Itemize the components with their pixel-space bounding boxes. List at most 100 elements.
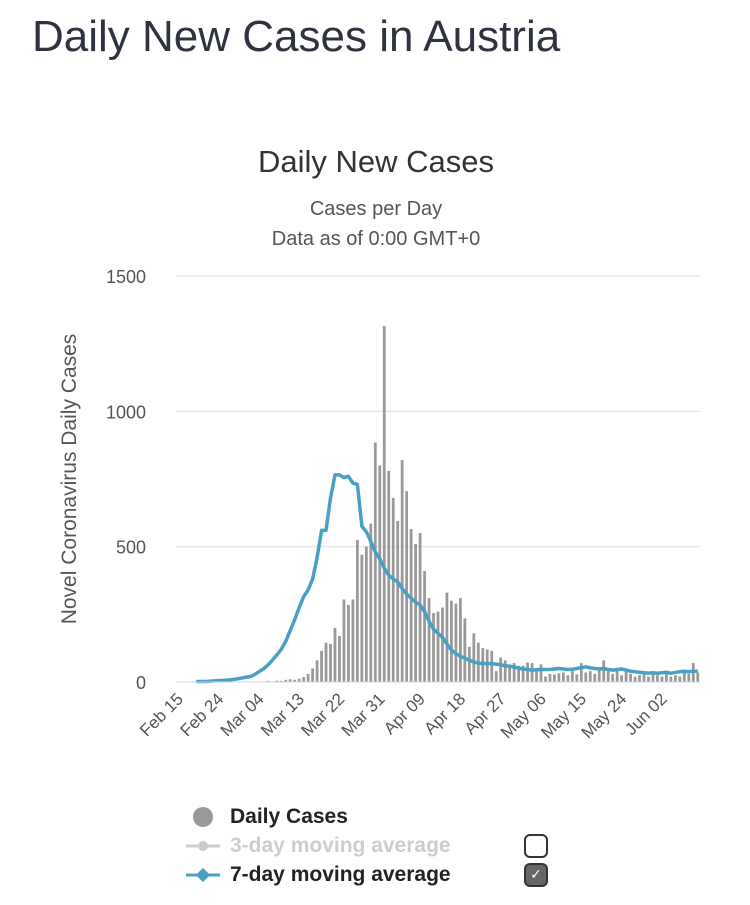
daily-cases-bar	[530, 663, 534, 682]
daily-cases-bar	[562, 672, 565, 682]
daily-cases-bar	[472, 633, 476, 682]
x-tick-label: Mar 13	[257, 689, 308, 740]
daily-cases-bar	[467, 646, 471, 682]
daily-cases-bar	[606, 671, 610, 682]
daily-cases-bar	[396, 520, 400, 682]
daily-cases-bar	[660, 676, 664, 682]
daily-cases-bar	[266, 680, 270, 682]
legend-item-daily-cases[interactable]: Daily Cases	[186, 802, 451, 831]
legend-symbol-7-day-average	[186, 865, 220, 885]
daily-cases-bar	[315, 660, 319, 682]
legend-label-daily-cases: Daily Cases	[230, 804, 348, 828]
legend-item-7-day-average[interactable]: 7-day moving average ✓	[186, 860, 548, 889]
daily-cases-bar	[570, 671, 574, 682]
daily-cases-bar	[651, 673, 655, 682]
page-title: Daily New Cases in Austria	[32, 12, 561, 61]
checkbox-7-day-average[interactable]: ✓	[524, 862, 548, 887]
daily-cases-bar	[575, 674, 579, 682]
daily-cases-bar	[553, 674, 556, 682]
daily-cases-bar	[584, 672, 588, 682]
daily-cases-bar	[369, 523, 373, 682]
daily-cases-bar	[378, 465, 382, 682]
daily-cases-bar	[288, 679, 292, 682]
daily-cases-bar	[311, 668, 314, 682]
daily-cases-bar	[508, 664, 512, 682]
y-tick-label: 0	[136, 673, 146, 693]
daily-cases-bar	[544, 676, 547, 682]
daily-cases-bar	[302, 677, 306, 682]
x-tick-label: Jun 02	[621, 689, 671, 739]
legend-symbol-3-day-average	[186, 836, 220, 856]
daily-cases-bar	[297, 678, 301, 682]
chart-title: Daily New Cases	[258, 144, 494, 179]
gridlines	[176, 275, 700, 548]
checkbox-3-day-average[interactable]	[524, 833, 548, 858]
x-tick-label: Mar 22	[297, 689, 348, 740]
daily-cases-bar	[414, 543, 417, 682]
daily-cases-bar	[638, 675, 641, 682]
chart-subtitle: Cases per Day	[310, 198, 442, 220]
daily-cases-bar	[539, 664, 543, 682]
daily-cases-bar	[338, 635, 341, 682]
daily-cases-bar	[279, 680, 283, 682]
x-tick-label: Apr 18	[420, 689, 469, 738]
daily-cases-bar	[275, 680, 279, 682]
daily-cases-bar	[450, 600, 453, 682]
daily-cases-bar	[682, 671, 686, 682]
daily-cases-bar	[615, 669, 619, 682]
seven-day-average-line	[196, 473, 698, 684]
daily-cases-bar	[687, 673, 691, 682]
daily-cases-bar	[669, 676, 673, 682]
daily-cases-bar	[405, 491, 409, 682]
daily-cases-bar	[324, 642, 328, 682]
x-tick-label: Mar 31	[338, 689, 389, 740]
legend-symbol-daily-cases	[186, 806, 220, 827]
daily-cases-bar	[673, 675, 677, 682]
daily-cases-bar	[665, 673, 668, 682]
daily-cases-bar	[588, 671, 592, 682]
daily-cases-bar	[521, 665, 525, 682]
daily-cases-bar	[512, 663, 516, 682]
legend-item-3-day-average[interactable]: 3-day moving average	[186, 831, 548, 860]
daily-cases-bar	[526, 662, 529, 682]
daily-cases-bar	[696, 672, 700, 682]
daily-cases-bar	[293, 679, 297, 682]
daily-cases-bar	[441, 607, 444, 682]
daily-cases-bar	[642, 672, 646, 682]
daily-cases-bar	[656, 675, 659, 682]
daily-cases-bar	[633, 676, 637, 682]
daily-cases-bar	[333, 627, 337, 682]
daily-cases-bar	[342, 599, 346, 682]
x-tick-label: Apr 09	[380, 689, 429, 738]
daily-cases-bar	[490, 650, 494, 682]
daily-cases-bar	[629, 673, 632, 682]
daily-cases-bar	[427, 598, 431, 682]
x-tick-label: May 24	[578, 689, 631, 742]
legend-label-3-day-average: 3-day moving average	[230, 833, 451, 857]
daily-cases-bar	[445, 592, 449, 682]
daily-cases-bar	[355, 539, 359, 682]
daily-cases-bar	[320, 650, 323, 682]
daily-cases-bar	[557, 673, 561, 682]
daily-cases-bar	[423, 571, 426, 682]
daily-cases-bar	[347, 604, 350, 682]
daily-cases-bar	[432, 612, 435, 682]
daily-cases-bar	[535, 668, 538, 682]
daily-cases-bar	[329, 644, 332, 682]
daily-cases-bar	[409, 529, 413, 682]
daily-cases-bar	[597, 667, 601, 682]
daily-cases-bar	[548, 673, 552, 682]
y-tick-label: 500	[116, 538, 146, 558]
y-tick-label: 1500	[106, 267, 146, 287]
daily-cases-bar	[400, 460, 404, 682]
daily-cases-bar	[579, 663, 583, 682]
daily-cases-bar	[678, 676, 682, 682]
daily-cases-bar	[499, 657, 503, 682]
daily-cases-bar	[454, 603, 458, 682]
daily-cases-bar	[485, 649, 489, 682]
daily-cases-bar	[382, 326, 386, 682]
daily-cases-bar	[284, 679, 288, 682]
daily-cases-bar	[647, 676, 650, 682]
daily-cases-bar	[373, 442, 377, 682]
